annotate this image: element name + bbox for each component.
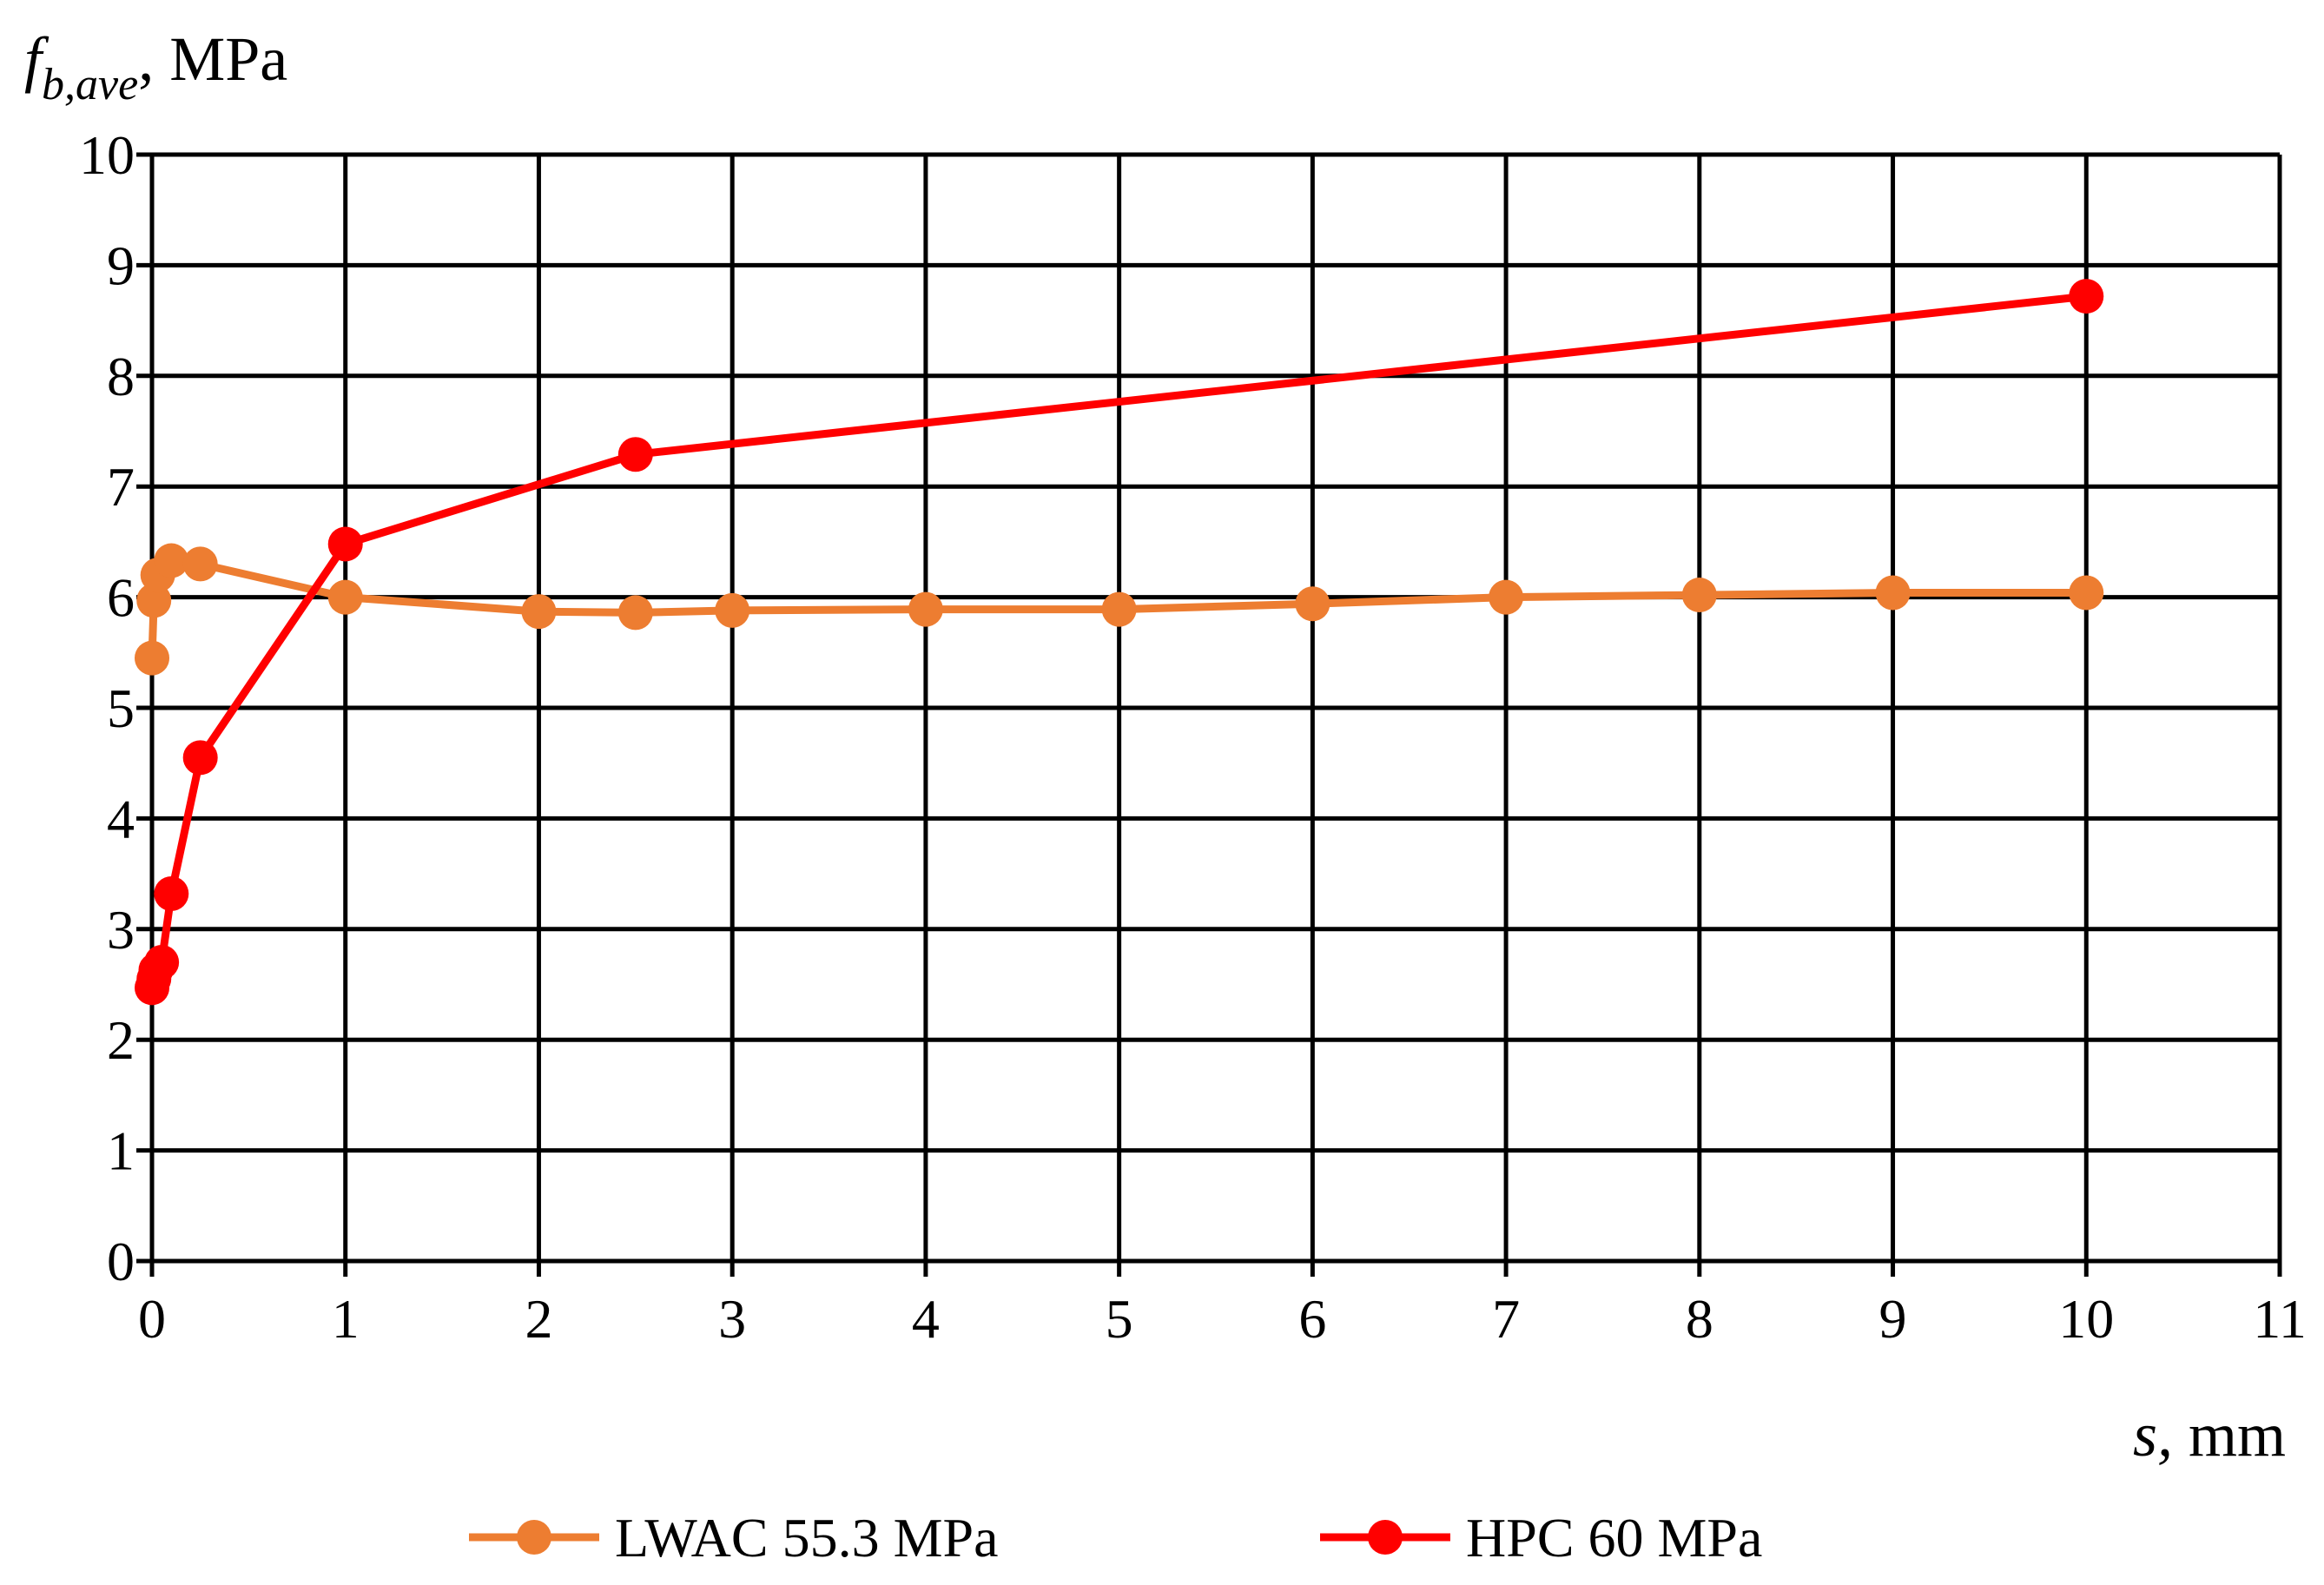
tick-labels: 0 1 2 3 4 5 6 7 8 9 10 0 1 2 3 4 5 6 7 8 9 10 11 [79, 124, 2307, 1350]
data-point [327, 579, 363, 615]
series-1 [135, 543, 2104, 676]
x-tick-label: 7 [1492, 1288, 1520, 1350]
y-tick-label: 7 [107, 456, 135, 518]
data-point [1295, 586, 1330, 622]
data-point [1681, 578, 1717, 613]
series-2 [135, 279, 2104, 1006]
x-tick-label: 1 [332, 1288, 360, 1350]
y-tick-label: 4 [107, 788, 135, 849]
data-point [136, 583, 172, 618]
x-tick-label: 9 [1879, 1288, 1907, 1350]
y-tick-label: 6 [107, 567, 135, 629]
x-tick-label: 8 [1686, 1288, 1713, 1350]
data-point [1875, 575, 1911, 611]
legend-label: LWAC 55.3 MPa [615, 1507, 998, 1568]
x-axis-title: s, mm [2133, 1400, 2286, 1469]
y-tick-label: 2 [107, 1009, 135, 1071]
legend-item-2: HPC 60 MPa [1320, 1507, 1762, 1568]
legend-swatch-marker [1368, 1520, 1403, 1555]
x-tick-label: 6 [1298, 1288, 1326, 1350]
y-tick-label: 8 [107, 346, 135, 407]
x-tick-label: 2 [525, 1288, 552, 1350]
x-tick-label: 4 [912, 1288, 940, 1350]
y-tick-label: 0 [107, 1231, 135, 1292]
data-point [2069, 575, 2104, 611]
y-tick-label: 9 [107, 234, 135, 296]
data-point [1101, 591, 1137, 627]
y-tick-label: 3 [107, 899, 135, 961]
x-tick-label: 10 [2058, 1288, 2114, 1350]
series-layer [135, 279, 2104, 1006]
y-axis-title: fb,ave, MPa [24, 24, 287, 109]
x-tick-label: 0 [138, 1288, 166, 1350]
x-tick-label: 5 [1106, 1288, 1133, 1350]
x-tick-label: 11 [2253, 1288, 2307, 1350]
legend-swatch-marker [517, 1520, 551, 1555]
data-point [715, 592, 750, 628]
x-axis-unit: mm [2173, 1400, 2286, 1469]
data-point [908, 591, 943, 627]
y-tick-label: 10 [79, 124, 135, 186]
data-point [182, 740, 218, 776]
y-tick-label: 5 [107, 677, 135, 739]
x-tick-label: 3 [718, 1288, 746, 1350]
y-axis-unit: , MPa [138, 24, 287, 94]
legend-label: HPC 60 MPa [1466, 1507, 1762, 1568]
data-point [2069, 279, 2104, 314]
data-point [154, 543, 189, 578]
grid-lines [136, 152, 2282, 1277]
data-point [327, 526, 363, 562]
data-point [135, 640, 169, 676]
data-point [617, 437, 653, 472]
y-tick-label: 1 [107, 1120, 135, 1182]
y-axis-subscript: b,ave [42, 60, 138, 109]
x-axis-var: s, [2133, 1400, 2173, 1469]
data-point [144, 945, 180, 981]
legend: LWAC 55.3 MPa HPC 60 MPa [469, 1507, 1762, 1568]
data-point [521, 594, 557, 630]
data-point [1489, 579, 1524, 615]
data-point [182, 546, 218, 582]
data-point [154, 876, 189, 912]
legend-item-1: LWAC 55.3 MPa [469, 1507, 998, 1568]
data-point [617, 595, 653, 631]
